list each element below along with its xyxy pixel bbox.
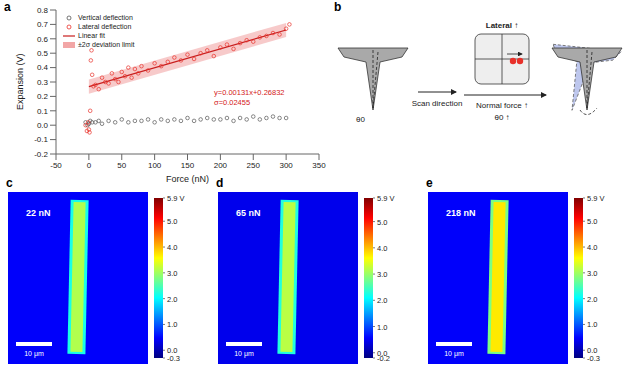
svg-text:10 μm: 10 μm: [24, 350, 44, 358]
svg-text:0.1: 0.1: [37, 107, 49, 116]
svg-text:5.9 V: 5.9 V: [377, 194, 395, 203]
svg-text:0.7: 0.7: [37, 20, 49, 29]
svg-text:1.0: 1.0: [377, 323, 387, 332]
svg-text:-0.3: -0.3: [167, 354, 180, 363]
svg-text:1.0: 1.0: [167, 320, 177, 329]
svg-text:5.0: 5.0: [587, 217, 597, 226]
svg-text:5.9 V: 5.9 V: [167, 194, 185, 203]
svg-text:0.2: 0.2: [37, 92, 49, 101]
svg-text:4.0: 4.0: [587, 243, 597, 252]
html-text:Vertical deflection: Vertical deflection: [78, 14, 133, 21]
svg-text:-50: -50: [50, 161, 62, 170]
html-text:±2σ deviation limit: ±2σ deviation limit: [78, 41, 135, 48]
svg-text:150: 150: [181, 161, 195, 170]
svg-text:4.0: 4.0: [377, 244, 387, 253]
svg-text:0.4: 0.4: [37, 63, 49, 72]
svg-text:3.0: 3.0: [377, 270, 387, 279]
html-text:Linear fit: Linear fit: [78, 32, 105, 39]
svg-text:5.9 V: 5.9 V: [587, 194, 605, 203]
svg-text:-0.1: -0.1: [34, 135, 48, 144]
svg-text:10 μm: 10 μm: [234, 350, 254, 358]
svg-text:-0.3: -0.3: [587, 354, 600, 363]
svg-text:5.0: 5.0: [377, 218, 387, 227]
svg-text:θ0 ↑: θ0 ↑: [494, 113, 509, 122]
svg-text:Scan direction: Scan direction: [412, 99, 463, 108]
svg-text:0.8: 0.8: [37, 6, 49, 15]
svg-text:Lateral ↑: Lateral ↑: [486, 21, 518, 30]
svg-text:65 nN: 65 nN: [236, 208, 261, 218]
svg-text:-0.2: -0.2: [377, 354, 390, 363]
svg-text:1.0: 1.0: [587, 320, 597, 329]
svg-text:2.0: 2.0: [377, 296, 387, 305]
svg-text:5.0: 5.0: [167, 217, 177, 226]
html-text:a: a: [4, 0, 11, 14]
svg-text:3.0: 3.0: [167, 269, 177, 278]
svg-text:θ0: θ0: [356, 115, 365, 124]
svg-text:Force (nN): Force (nN): [166, 174, 209, 184]
svg-text:10 μm: 10 μm: [444, 350, 464, 358]
svg-text:0.3: 0.3: [37, 78, 49, 87]
svg-text:50: 50: [117, 161, 126, 170]
svg-text:22 nN: 22 nN: [26, 208, 51, 218]
svg-text:250: 250: [247, 161, 261, 170]
svg-text:0.6: 0.6: [37, 35, 49, 44]
svg-text:100: 100: [148, 161, 162, 170]
svg-text:3.0: 3.0: [587, 269, 597, 278]
svg-text:0.5: 0.5: [37, 49, 49, 58]
svg-text:0.0: 0.0: [587, 346, 598, 356]
svg-text:200: 200: [214, 161, 228, 170]
svg-text:0: 0: [87, 161, 92, 170]
svg-text:Normal force ↑: Normal force ↑: [476, 101, 528, 110]
html-text:d: d: [216, 176, 224, 190]
svg-text:Expansion (V): Expansion (V): [15, 53, 25, 110]
svg-text:300: 300: [279, 161, 293, 170]
svg-text:2.0: 2.0: [587, 295, 597, 304]
svg-text:350: 350: [312, 161, 326, 170]
svg-text:218 nN: 218 nN: [446, 208, 476, 218]
html-text:σ=0.02455: σ=0.02455: [214, 98, 251, 107]
svg-text:0.0: 0.0: [37, 121, 49, 130]
html-text:c: c: [6, 176, 13, 190]
html-text:e: e: [426, 176, 433, 190]
html-text:Lateral deflection: Lateral deflection: [78, 23, 132, 30]
svg-text:2.0: 2.0: [167, 295, 177, 304]
svg-text:-0.2: -0.2: [34, 150, 48, 159]
svg-text:0.0: 0.0: [167, 346, 178, 356]
html-text:y=0.00131x+0.26832: y=0.00131x+0.26832: [214, 88, 285, 97]
svg-text:4.0: 4.0: [167, 243, 177, 252]
html-text:b: b: [334, 0, 342, 14]
